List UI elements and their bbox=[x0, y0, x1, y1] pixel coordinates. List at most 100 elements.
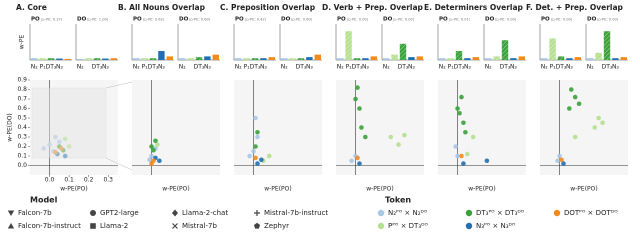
legend-label: Llama-2-chat bbox=[182, 209, 228, 217]
scatter-point bbox=[153, 138, 158, 144]
panel-title: A. Core bbox=[16, 3, 47, 12]
plot-background bbox=[438, 80, 526, 175]
x-tick-label: N₂ bbox=[541, 64, 548, 71]
x-tick-label: DT₃ bbox=[556, 64, 567, 71]
bar-hatch bbox=[603, 31, 611, 60]
bar bbox=[77, 58, 84, 60]
legend-label: Mistral-7b-instruct bbox=[264, 209, 328, 217]
subplot-title: DO bbox=[77, 17, 87, 23]
panel-title: C. Preposition Overlap bbox=[220, 3, 316, 12]
plot-background bbox=[234, 80, 322, 175]
bar bbox=[166, 56, 173, 60]
p-value: (p-PE: 0.00) bbox=[393, 17, 415, 21]
scatter-point bbox=[402, 132, 407, 138]
x-tick-label: DT₃ bbox=[296, 64, 307, 71]
x-tick-label: N₂ bbox=[77, 64, 84, 71]
bar-hatch bbox=[353, 58, 361, 60]
scatter-point bbox=[149, 153, 154, 159]
legend-title: Model bbox=[30, 196, 58, 205]
bar bbox=[281, 58, 288, 60]
connector bbox=[105, 81, 133, 89]
x-tick-label: N₃ bbox=[204, 64, 211, 71]
legend-label: DT₃ᴾᴼ × DT₃ᴰᴼ bbox=[476, 209, 525, 217]
subplot-title: PO bbox=[133, 17, 142, 23]
x-tick-label: P₁ bbox=[346, 64, 353, 71]
legend-label: DOTᴾᴼ × DOTᴰᴼ bbox=[564, 209, 618, 217]
bar bbox=[485, 58, 492, 60]
scatter-point bbox=[157, 158, 162, 164]
scatter-point bbox=[255, 161, 260, 166]
bar-hatch bbox=[399, 43, 407, 60]
scatter-point bbox=[463, 129, 468, 135]
bar bbox=[612, 58, 619, 60]
bar-hatch bbox=[595, 52, 602, 60]
x-tick-label: DT₃ bbox=[46, 64, 57, 71]
bar-hatch bbox=[195, 57, 203, 60]
legend-marker bbox=[7, 223, 15, 229]
scatter-point bbox=[251, 148, 256, 154]
scatter-point bbox=[600, 120, 605, 126]
bar-hatch bbox=[85, 58, 92, 60]
bar bbox=[337, 58, 344, 60]
scatter-point bbox=[253, 144, 258, 149]
x-tick-label: DT₃ bbox=[500, 64, 511, 71]
bar-hatch bbox=[391, 54, 398, 60]
bar bbox=[362, 58, 369, 60]
scatter-point bbox=[457, 110, 462, 116]
bar-hatch bbox=[493, 56, 500, 60]
scatter-point bbox=[567, 106, 572, 111]
subplot-title: DO bbox=[383, 17, 393, 23]
bar-hatch bbox=[93, 58, 101, 60]
bar bbox=[212, 54, 219, 60]
p-value: (p-PE: 0.60) bbox=[291, 17, 313, 21]
x-tick-label: N₂ bbox=[179, 64, 186, 71]
legend-marker bbox=[172, 223, 178, 229]
bar bbox=[133, 58, 140, 60]
legend-label: GPT2-large bbox=[100, 209, 139, 217]
bar bbox=[314, 54, 321, 60]
zoom-box bbox=[31, 87, 107, 159]
connector bbox=[105, 157, 133, 171]
x-tick-label: DT₃ bbox=[194, 64, 205, 71]
x-tick-label: N₃ bbox=[566, 64, 573, 71]
legend-marker bbox=[90, 223, 96, 229]
y-tick-label: 0.8 bbox=[17, 86, 27, 93]
x-axis-label: w-PE(PO) bbox=[162, 186, 190, 193]
scatter-point bbox=[253, 155, 258, 161]
scatter-point bbox=[147, 157, 152, 163]
scatter-point bbox=[459, 94, 464, 100]
x-tick-label: N₂ bbox=[235, 64, 242, 71]
scatter-point bbox=[572, 134, 578, 140]
y-tick-label: 0.9 bbox=[17, 77, 27, 84]
x-tick-label: N₂ bbox=[383, 64, 390, 71]
scatter-point bbox=[149, 144, 154, 149]
bar bbox=[383, 58, 390, 60]
x-tick-label: N₃ bbox=[56, 64, 63, 71]
x-tick-label: N₂ bbox=[587, 64, 594, 71]
scatter-point bbox=[459, 153, 464, 159]
x-tick-label: DT₃ bbox=[148, 64, 159, 71]
p-value: (p-PE: 0.42) bbox=[245, 17, 267, 21]
panel-title: B. All Nouns Overlap bbox=[118, 3, 206, 12]
x-tick-label: P₁ bbox=[142, 64, 149, 71]
subplot-title: DO bbox=[281, 17, 291, 23]
legend-label: Llama-2 bbox=[100, 222, 128, 230]
legend-label: N₂ᴾᴼ × N₂ᴰᴼ bbox=[388, 209, 428, 217]
subplot-title: PO bbox=[235, 17, 244, 23]
x-tick-label: 0.2 bbox=[84, 177, 94, 184]
scatter-point bbox=[255, 129, 260, 135]
x-tick-label: 0.1 bbox=[64, 177, 74, 184]
scatter-point bbox=[359, 125, 364, 130]
bar-hatch bbox=[47, 58, 55, 60]
y-axis-label: w-PE(DO) bbox=[7, 113, 14, 142]
y-tick-label: 0.6 bbox=[17, 105, 27, 112]
bar bbox=[102, 58, 109, 60]
bar bbox=[204, 56, 211, 60]
scatter-point bbox=[559, 157, 564, 163]
scatter-point bbox=[355, 155, 360, 161]
x-tick-label: DT₃ bbox=[250, 64, 261, 71]
scatter-point bbox=[568, 87, 574, 92]
bar-hatch bbox=[149, 58, 157, 60]
legend-marker bbox=[90, 210, 96, 216]
